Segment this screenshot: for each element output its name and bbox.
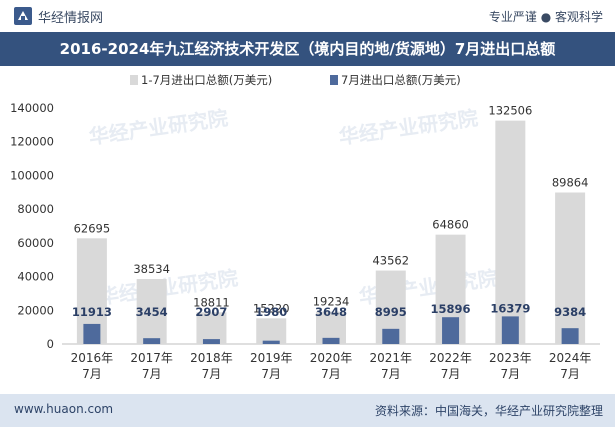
title-bar: 2016-2024年九江经济技术开发区（境内目的地/货源地）7月进出口总额 [0, 32, 615, 66]
website-link[interactable]: www.huaon.com [14, 402, 114, 416]
x-tick-label: 2019年 7月 [250, 351, 293, 381]
data-label-total-4: 15220 [253, 301, 290, 315]
bar-july-9 [561, 328, 579, 344]
data-label-july-3: 2907 [195, 305, 227, 319]
y-tick-label: 60000 [17, 236, 54, 250]
bar-total-8 [495, 120, 526, 344]
x-tick-label: 2018年 7月 [190, 351, 233, 381]
bar-total-4 [256, 318, 287, 344]
data-label-july-2: 3454 [136, 305, 168, 319]
data-label-july-1: 11913 [72, 305, 112, 319]
x-tick-label: 2023年 7月 [489, 351, 532, 381]
data-label-total-7: 64860 [432, 218, 469, 232]
bar-total-2 [136, 279, 167, 344]
bar-july-7 [442, 317, 460, 344]
y-tick-label: 140000 [10, 101, 54, 115]
brand-name: 华经情报网 [38, 11, 104, 26]
bar-july-5 [322, 337, 340, 344]
bar-july-2 [143, 338, 161, 344]
huajing-logo-icon [14, 7, 32, 25]
bar-total-9 [555, 192, 586, 344]
bar-july-4 [262, 340, 280, 344]
y-tick-label: 20000 [17, 303, 54, 317]
data-label-july-9: 9384 [554, 305, 586, 319]
y-tick-label: 80000 [17, 202, 54, 216]
data-label-july-6: 8995 [375, 305, 407, 319]
legend-label-1: 1-7月进出口总额(万美元) [141, 73, 272, 87]
y-tick-label: 120000 [10, 135, 54, 149]
data-label-july-5: 3648 [315, 305, 347, 319]
x-tick-label: 2021年 7月 [370, 351, 413, 381]
chart-title: 2016-2024年九江经济技术开发区（境内目的地/货源地）7月进出口总额 [59, 40, 556, 58]
y-tick-label: 0 [47, 337, 54, 351]
data-label-july-7: 15896 [431, 302, 471, 316]
bar-july-6 [382, 328, 400, 344]
y-tick-label: 40000 [17, 270, 54, 284]
data-label-total-3: 18811 [193, 295, 230, 309]
bar-july-8 [501, 316, 519, 344]
data-label-total-8: 132506 [488, 104, 532, 118]
data-label-july-8: 16379 [490, 301, 530, 315]
data-label-total-5: 19234 [313, 295, 350, 309]
x-tick-label: 2017年 7月 [130, 351, 173, 381]
y-tick-label: 100000 [10, 168, 54, 182]
x-tick-label: 2022年 7月 [429, 351, 472, 381]
chart-legend: 1-7月进出口总额(万美元) 7月进出口总额(万美元) [130, 73, 461, 87]
top-bar: 华经情报网 专业严谨 ● 客观科学 [0, 0, 615, 32]
x-tick-label: 2016年 7月 [71, 351, 114, 381]
x-tick-label: 2024年 7月 [549, 351, 592, 381]
footer-bar: www.huaon.com 资料来源：中国海关，华经产业研究院整理 [0, 394, 615, 427]
tagline: 专业严谨 ● 客观科学 [488, 10, 603, 24]
data-label-total-9: 89864 [552, 176, 589, 190]
data-source-note: 资料来源：中国海关，华经产业研究院整理 [374, 404, 603, 418]
data-label-total-6: 43562 [372, 254, 409, 268]
bar-july-3 [202, 339, 220, 344]
x-axis: 2016年 7月 2017年 7月 2018年 7月 2019年 7月 2020年 7月 2021年… [71, 351, 592, 381]
watermark-text: 华经产业研究院 [87, 106, 229, 149]
legend-swatch-1 [130, 75, 138, 85]
bar-july-1 [83, 323, 101, 344]
bar-total-3 [196, 312, 227, 344]
x-tick-label: 2020年 7月 [310, 351, 353, 381]
data-label-total-2: 38534 [133, 262, 170, 276]
legend-swatch-2 [330, 75, 338, 85]
legend-label-2: 7月进出口总额(万美元) [341, 73, 461, 87]
data-label-july-4: 1980 [255, 305, 287, 319]
watermark-text: 华经产业研究院 [337, 106, 479, 149]
data-label-total-1: 62695 [74, 221, 111, 235]
